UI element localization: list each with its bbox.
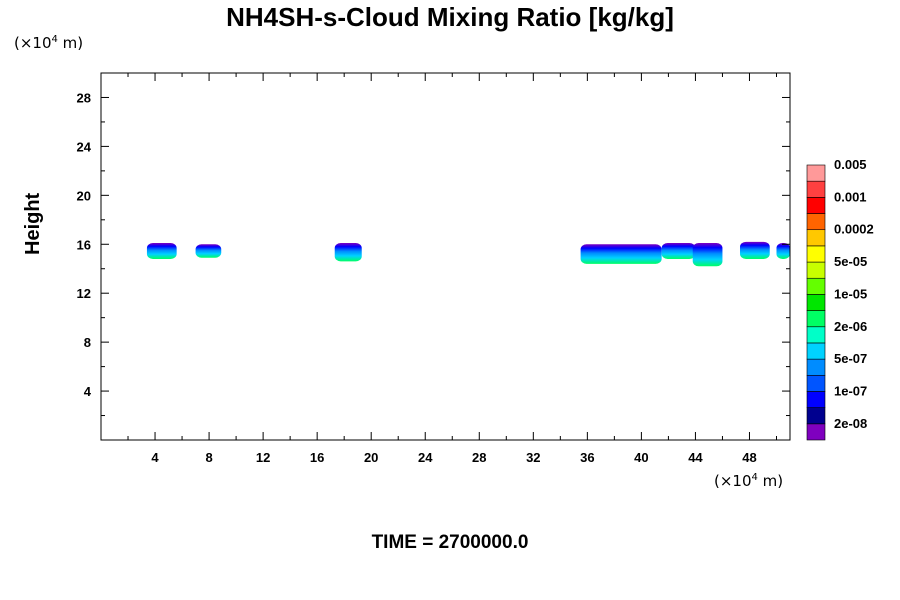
y-tick-label: 4	[84, 384, 92, 399]
colorbar-label: 0.001	[834, 189, 867, 204]
x-tick-label: 48	[742, 450, 756, 465]
y-tick-label: 16	[77, 237, 91, 252]
colorbar-swatch	[806, 423, 826, 441]
colorbar-swatch	[806, 197, 826, 214]
colorbar-swatch	[806, 391, 826, 408]
x-tick-label: 28	[472, 450, 486, 465]
colorbar-label: 0.0002	[834, 222, 874, 237]
x-tick-label: 16	[310, 450, 324, 465]
colorbar-swatch	[806, 342, 826, 360]
colorbar-swatch	[806, 294, 826, 311]
colorbar-swatch	[806, 326, 826, 344]
cloud-region-5	[692, 243, 723, 267]
chart-title: NH4SH-s-Cloud Mixing Ratio [kg/kg]	[226, 2, 674, 32]
colorbar-label: 1e-05	[834, 286, 867, 301]
cloud-region-2	[334, 243, 362, 262]
colorbar-swatch	[806, 213, 826, 231]
cloud-region-7	[776, 243, 790, 259]
plot-frame	[100, 72, 791, 441]
y-tick-label: 20	[77, 188, 91, 203]
cloud-region-1	[195, 244, 222, 258]
colorbar-label: 5e-07	[834, 351, 867, 366]
cloud-region-6	[740, 241, 770, 259]
x-tick-label: 4	[151, 450, 159, 465]
colorbar-label: 1e-07	[834, 383, 867, 398]
x-tick-label: 32	[526, 450, 540, 465]
colorbar-swatch	[806, 245, 826, 263]
colorbar-swatch	[806, 358, 826, 376]
colorbar-swatch	[806, 164, 826, 182]
colorbar-swatch	[806, 407, 826, 425]
x-tick-label: 8	[205, 450, 212, 465]
x-tick-label: 44	[688, 450, 703, 465]
cloud-region-0	[146, 243, 177, 259]
x-tick-label: 12	[256, 450, 270, 465]
time-label: TIME = 2700000.0	[371, 532, 529, 553]
y-tick-label: 8	[84, 335, 91, 350]
cloud-region-4	[661, 243, 696, 259]
x-tick-label: 36	[580, 450, 594, 465]
colorbar-label: 2e-06	[834, 319, 867, 334]
colorbar-label: 0.005	[834, 157, 867, 172]
y-tick-label: 24	[77, 139, 92, 154]
cloud-region-3	[580, 244, 662, 264]
colorbar-swatch	[806, 180, 826, 198]
x-tick-label: 40	[634, 450, 648, 465]
colorbar-label: 5e-05	[834, 254, 867, 269]
colorbar-swatch	[806, 277, 826, 295]
colorbar-swatch	[806, 229, 826, 247]
y-axis-unit: (×104 m)	[14, 34, 84, 52]
colorbar-swatch	[806, 374, 826, 392]
x-tick-label: 20	[364, 450, 378, 465]
colorbar-swatch	[806, 261, 826, 279]
y-tick-label: 28	[77, 90, 91, 105]
colorbar-swatch	[806, 310, 826, 328]
y-tick-label: 12	[77, 286, 91, 301]
x-tick-label: 24	[418, 450, 433, 465]
x-axis-unit: (×104 m)	[714, 472, 784, 490]
colorbar: 2e-08 1e-07 5e-07 2e-06 1e-05 5e-05 0.0002 0.00…	[806, 157, 874, 441]
colorbar-label: 2e-08	[834, 416, 867, 431]
